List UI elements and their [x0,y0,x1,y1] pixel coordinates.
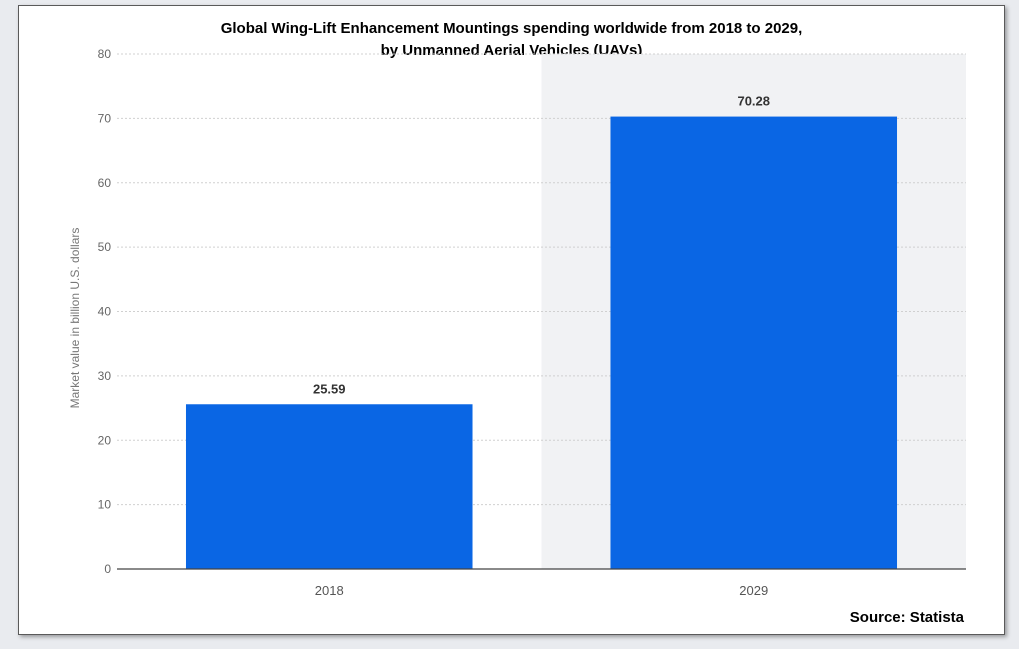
y-tick-labels: 0 10 20 30 40 50 60 70 80 [98,47,112,576]
bar-chart: 0 10 20 30 40 50 60 70 80 Market value in billio… [68,47,966,598]
bar-2029 [610,116,898,569]
source-note: Source: Statista [849,609,964,626]
y-axis-label: Market value in billion U.S. dollars [68,228,82,409]
y-tick-label: 80 [98,47,112,61]
data-label-2029: 70.28 [737,94,770,109]
y-tick-label: 70 [98,111,112,125]
x-tick-label: 2029 [739,583,768,598]
y-tick-label: 40 [98,305,112,319]
data-label-2018: 25.59 [313,381,346,396]
x-tick-labels: 2018 2029 [315,583,768,598]
chart-title-line-1: Global Wing-Lift Enhancement Mountings s… [220,20,803,37]
y-tick-label: 60 [98,176,112,190]
y-tick-label: 10 [98,498,112,512]
y-tick-label: 50 [98,240,112,254]
y-tick-label: 30 [98,369,112,383]
y-tick-label: 20 [98,433,112,447]
chart-frame: Global Wing-Lift Enhancement Mountings s… [18,5,1005,635]
bars: 25.59 70.28 [185,94,898,569]
x-tick-label: 2018 [315,583,344,598]
bar-2018 [185,404,473,569]
y-tick-label: 0 [104,562,111,576]
